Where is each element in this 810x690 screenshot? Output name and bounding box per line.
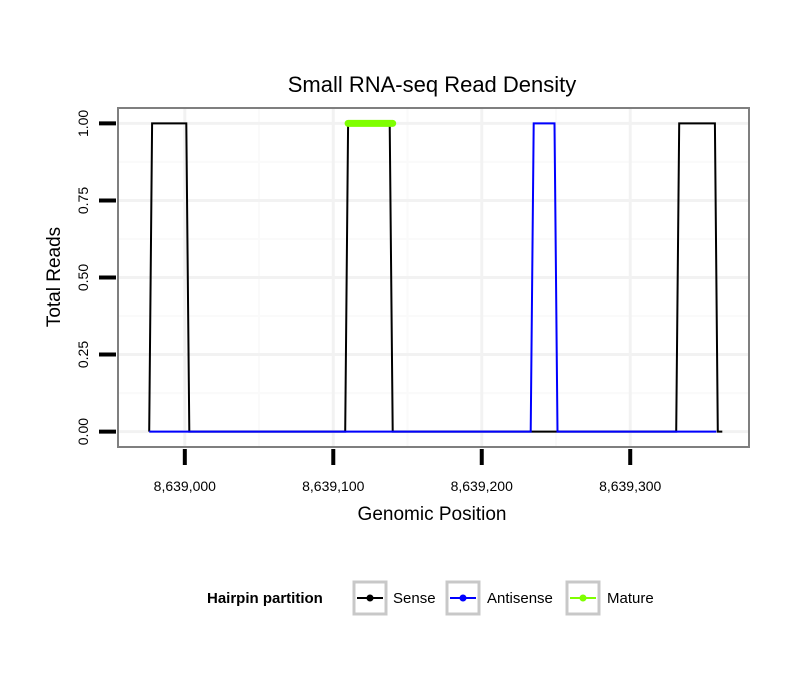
- x-tick-label: 8,639,100: [302, 478, 364, 494]
- series-layer: [148, 119, 723, 433]
- y-tick-label: 0.50: [75, 264, 91, 291]
- series-line-antisense: [149, 122, 717, 433]
- y-tick-label: 0.00: [75, 418, 91, 445]
- y-axis-title: Total Reads: [44, 227, 65, 327]
- legend-key-dot: [459, 594, 467, 602]
- x-tick-label: 8,639,200: [451, 478, 513, 494]
- legend-label: Antisense: [487, 590, 553, 607]
- y-tick-label: 1.00: [75, 110, 91, 137]
- panel-border: [117, 107, 750, 448]
- x-tick-label: 8,639,300: [599, 478, 661, 494]
- chart-title: Small RNA-seq Read Density: [288, 72, 577, 97]
- y-tick-label: 0.75: [75, 187, 91, 214]
- grid: [118, 108, 749, 447]
- x-axis-title: Genomic Position: [358, 504, 507, 525]
- legend-label: Mature: [607, 590, 654, 607]
- legend-label: Sense: [393, 590, 436, 607]
- y-tick-label: 0.25: [75, 341, 91, 368]
- legend-key-dot: [366, 594, 374, 602]
- axes: 8,639,000 8,639,100 8,639,200 8,639,300 0.00…: [75, 110, 662, 494]
- x-tick-label: 8,639,000: [154, 478, 216, 494]
- legend-item-sense: Sense: [352, 580, 436, 616]
- legend-item-mature: Mature: [565, 580, 654, 616]
- legend: Hairpin partition Sense Antisense Mature: [207, 580, 654, 616]
- legend-item-antisense: Antisense: [445, 580, 553, 616]
- legend-key-box: [565, 580, 601, 616]
- legend-title: Hairpin partition: [207, 590, 323, 607]
- legend-key-dot: [579, 594, 587, 602]
